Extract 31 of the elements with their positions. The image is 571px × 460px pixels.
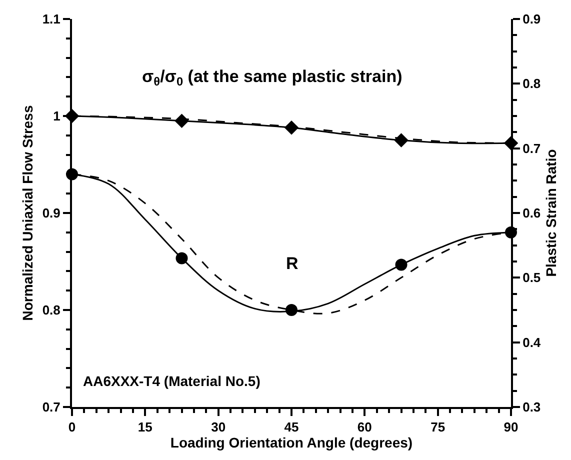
point xyxy=(395,258,408,271)
point xyxy=(174,114,189,128)
y2-tick-label: 0.6 xyxy=(522,206,541,221)
x-tick-label: 60 xyxy=(357,420,372,435)
y2-axis-title: Plastic Strain Ratio xyxy=(543,149,560,277)
y-tick-label: 0.8 xyxy=(42,302,60,318)
x-tick-label: 45 xyxy=(284,420,299,435)
point xyxy=(176,252,188,264)
y2-tick-label: 0.3 xyxy=(522,400,541,415)
x-axis-title: Loading Orientation Angle (degrees) xyxy=(170,434,413,451)
y2-tick-label: 0.8 xyxy=(522,76,541,92)
y-axis-title: Normalized Uniaxial Flow Stress xyxy=(19,105,36,321)
x-tick-label: 30 xyxy=(211,420,226,435)
point xyxy=(394,133,408,148)
point xyxy=(286,304,298,316)
annotation: R xyxy=(286,254,298,273)
annotation: AA6XXX-T4 (Material No.5) xyxy=(83,373,260,389)
annotation: σ$_{θ}$/σ$_{0}$ (at the same plastic strain) xyxy=(142,67,402,89)
y2-tick-label: 0.7 xyxy=(522,140,541,156)
y2-tick-label: 0.9 xyxy=(522,12,541,27)
x-tick-label: 15 xyxy=(138,420,152,435)
y2-tick-label: 0.5 xyxy=(522,270,541,286)
y-tick-label: 1 xyxy=(53,108,60,124)
y-tick-label: 0.7 xyxy=(42,400,60,415)
y-tick-label: 0.9 xyxy=(42,206,60,221)
point xyxy=(284,120,299,135)
y-tick-label: 1.1 xyxy=(42,12,60,27)
x-tick-label: 90 xyxy=(504,420,518,435)
y2-tick-label: 0.4 xyxy=(522,334,542,350)
x-tick-label: 0 xyxy=(68,420,76,435)
x-tick-label: 75 xyxy=(430,420,446,435)
